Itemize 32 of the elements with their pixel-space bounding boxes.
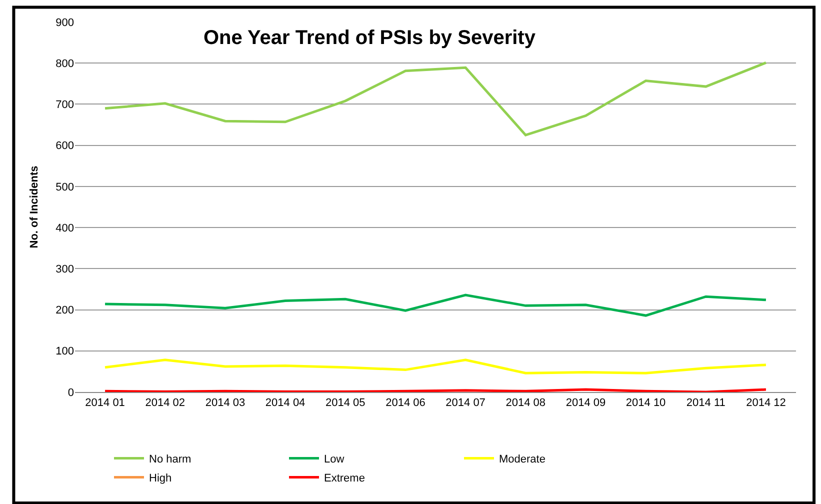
x-tick-label: 2014 10	[626, 397, 666, 410]
legend-label: Extreme	[324, 472, 365, 485]
y-tick-label: 800	[56, 58, 74, 70]
y-tick-label: 900	[56, 16, 74, 29]
y-tick-label: 600	[56, 140, 74, 152]
line-series	[104, 294, 768, 317]
x-tick-label: 2014 02	[145, 397, 186, 410]
legend-label: Moderate	[499, 454, 546, 466]
x-tick-label: 2014 03	[205, 397, 246, 410]
y-axis-title: No. of Incidents	[28, 166, 40, 248]
line-series	[104, 358, 768, 374]
y-tick-label: 0	[68, 386, 74, 399]
y-tick-label: 500	[56, 181, 74, 194]
legend-label: Low	[324, 454, 344, 466]
y-tick-label: 700	[56, 99, 74, 112]
legend-label: High	[149, 472, 172, 485]
x-tick-label: 2014 08	[506, 397, 546, 410]
y-tick-label: 300	[56, 264, 74, 276]
y-tick-label: 400	[56, 222, 74, 234]
line-series	[104, 61, 768, 136]
y-tick-label: 100	[56, 346, 74, 358]
y-tick-label: 200	[56, 304, 74, 317]
x-tick-label: 2014 06	[386, 397, 426, 410]
x-tick-label: 2014 01	[85, 397, 125, 410]
x-tick-label: 2014 11	[686, 397, 726, 410]
x-tick-label: 2014 09	[566, 397, 606, 410]
x-tick-label: 2014 12	[746, 397, 786, 410]
legend-label: No harm	[149, 454, 192, 466]
x-tick-label: 2014 05	[325, 397, 366, 410]
x-tick-label: 2014 04	[265, 397, 306, 410]
x-tick-label: 2014 07	[446, 397, 486, 410]
chart-title: One Year Trend of PSIs by Severity	[203, 27, 536, 50]
